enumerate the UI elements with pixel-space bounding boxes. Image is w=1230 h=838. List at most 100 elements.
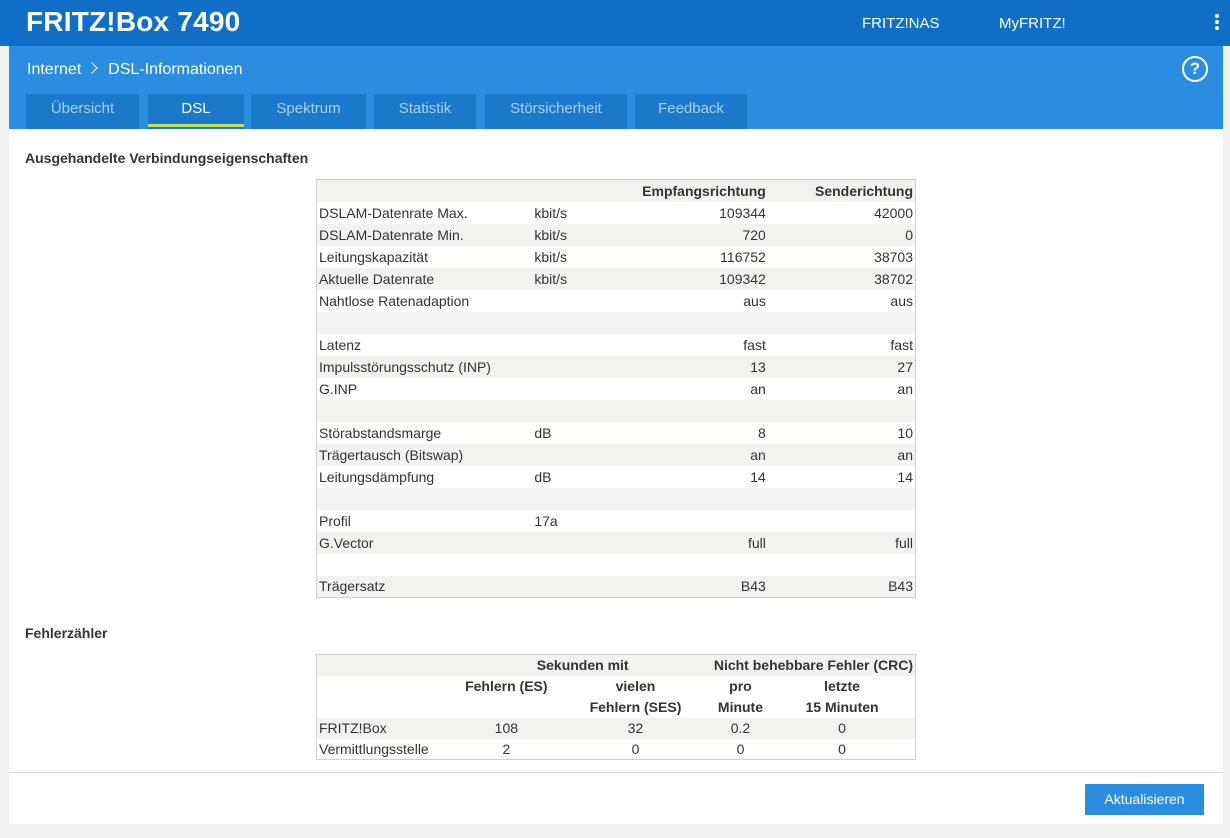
error-counter-table: Sekunden mit Nicht behebbare Fehler (CRC… [316, 654, 916, 760]
table-row: Profil 17a [316, 509, 916, 532]
tab-statistik[interactable]: Statistik [374, 94, 476, 129]
row-unit: kbit/s [534, 270, 567, 287]
row-label: Leitungsdämpfung [319, 468, 435, 485]
tx-value: an [897, 380, 913, 397]
rx-value: full [747, 534, 766, 551]
table-row [316, 399, 916, 422]
row-unit: dB [534, 424, 552, 441]
fritznas-link[interactable]: FRITZ!NAS [862, 15, 940, 32]
connection-properties-table: Empfangsrichtung Senderichtung DSLAM-Dat… [316, 179, 916, 598]
row-label: DSLAM-Datenrate Max. [319, 204, 468, 221]
row-unit [532, 290, 640, 312]
tx-value [768, 312, 916, 334]
refresh-button[interactable]: Aktualisieren [1085, 784, 1204, 815]
table-row: Latenz fast fast [316, 333, 916, 356]
table-row: G.Vector full full [316, 531, 916, 554]
table-row: Trägertausch (Bitswap) an an [316, 443, 916, 466]
tab-dsl[interactable]: DSL [148, 94, 244, 129]
es-value: 108 [494, 720, 519, 736]
table-row: Leitungsdämpfung dB 14 14 [316, 465, 916, 488]
table-row [316, 311, 916, 334]
rx-value [640, 400, 768, 422]
table-header-row: Empfangsrichtung Senderichtung [316, 179, 916, 202]
content-area: Ausgehandelte Verbindungseigenschaften E… [9, 129, 1223, 772]
top-bar: FRITZ!Box 7490 FRITZ!NAS MyFRITZ! [0, 0, 1230, 46]
row-unit [532, 312, 640, 334]
rx-value: an [750, 446, 766, 463]
tx-value [768, 554, 916, 576]
header-cell [317, 180, 533, 202]
rx-value: aus [743, 292, 766, 309]
brand-title: FRITZ!Box 7490 [26, 6, 241, 37]
rx-value: 109342 [719, 270, 766, 287]
crc-last-15-value: 0 [838, 720, 846, 736]
rx-value [640, 510, 768, 532]
tab-label: Übersicht [50, 100, 115, 117]
tx-value: 42000 [874, 204, 913, 221]
crc-per-minute-value: 0.2 [730, 720, 751, 736]
tx-value: full [895, 534, 913, 551]
row-unit [532, 444, 640, 466]
table-header-row: Sekunden mit Nicht behebbare Fehler (CRC… [316, 654, 916, 676]
ses-value: 32 [627, 720, 644, 736]
tx-value: 0 [905, 226, 913, 243]
rx-value: 8 [758, 424, 766, 441]
row-label: Aktuelle Datenrate [319, 270, 435, 287]
tab-feedback[interactable]: Feedback [635, 94, 747, 129]
rx-value: B43 [740, 578, 766, 595]
table-row: Leitungskapazität kbit/s 116752 38703 [316, 245, 916, 268]
tab-label: DSL [181, 100, 211, 117]
row-label: Trägertausch (Bitswap) [319, 446, 464, 463]
header-last-15-1: letzte [824, 678, 860, 694]
table-row: Störabstandsmarge dB 8 10 [316, 421, 916, 444]
rx-value [640, 488, 768, 510]
header-cell: Senderichtung [814, 182, 913, 199]
row-label: Impulsstörungsschutz (INP) [319, 358, 491, 375]
header-ses-2: Fehlern (SES) [589, 699, 682, 715]
rx-value: 116752 [720, 248, 766, 265]
tx-value: B43 [888, 578, 913, 595]
row-unit [532, 532, 640, 554]
row-label [317, 312, 533, 334]
row-unit [532, 554, 640, 576]
header-cell [317, 676, 454, 697]
crc-per-minute-value: 0 [736, 740, 745, 757]
tx-value [768, 488, 916, 510]
row-label [317, 554, 533, 576]
row-unit [532, 488, 640, 510]
breadcrumb-internet[interactable]: Internet [27, 61, 82, 78]
row-unit [532, 378, 640, 400]
table-row: DSLAM-Datenrate Min. kbit/s 720 0 [316, 223, 916, 246]
tab-label: Störsicherheit [510, 100, 602, 117]
header-per-minute-2: Minute [717, 699, 764, 715]
tab-spektrum[interactable]: Spektrum [251, 94, 366, 129]
table-header-row: Fehlern (ES) vielen pro letzte [316, 675, 916, 697]
header-cell: Empfangsrichtung [642, 182, 766, 199]
table-row: G.INP an an [316, 377, 916, 400]
rx-value: fast [743, 336, 766, 353]
row-unit: kbit/s [534, 204, 567, 221]
row-unit [532, 334, 640, 356]
section-title-errors: Fehlerzähler [25, 625, 108, 641]
tab-stoersicherheit[interactable]: Störsicherheit [485, 94, 627, 129]
row-label: Leitungskapazität [319, 248, 428, 265]
table-row: Aktuelle Datenrate kbit/s 109342 38702 [316, 267, 916, 290]
row-unit: 17a [534, 512, 558, 529]
vertical-dots-icon[interactable] [1213, 14, 1221, 34]
header-es: Fehlern (ES) [465, 678, 548, 694]
help-icon[interactable]: ? [1182, 56, 1208, 82]
rx-value [640, 554, 768, 576]
tx-value: 38702 [874, 270, 913, 287]
rx-value: 13 [750, 358, 766, 375]
tx-value: 27 [897, 358, 913, 375]
tab-uebersicht[interactable]: Übersicht [26, 94, 139, 129]
row-label: Profil [319, 512, 351, 529]
header-cell [532, 180, 640, 202]
row-label: G.INP [319, 380, 358, 397]
myfritz-link[interactable]: MyFRITZ! [999, 15, 1066, 32]
row-label [317, 488, 533, 510]
row-label: DSLAM-Datenrate Min. [319, 226, 464, 243]
header-cell [454, 697, 560, 718]
crc-last-15-value: 0 [838, 740, 846, 757]
ses-value: 0 [631, 740, 640, 757]
